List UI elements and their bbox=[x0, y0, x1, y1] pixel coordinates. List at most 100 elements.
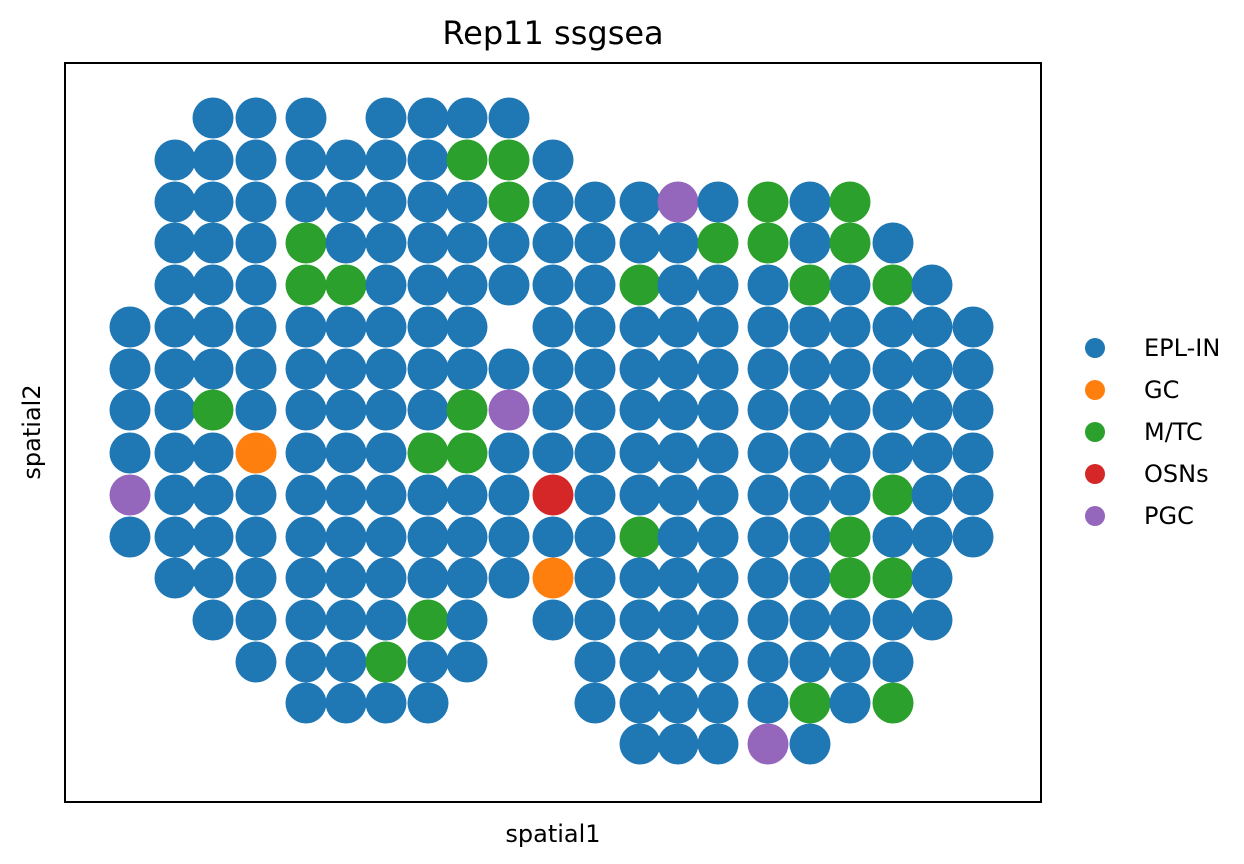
data-point bbox=[697, 306, 739, 348]
data-point bbox=[789, 682, 831, 724]
data-point bbox=[285, 599, 327, 641]
data-point bbox=[697, 599, 739, 641]
data-point bbox=[789, 432, 831, 474]
data-point bbox=[192, 389, 234, 431]
data-point bbox=[789, 348, 831, 390]
data-point bbox=[532, 348, 574, 390]
data-point bbox=[532, 222, 574, 264]
data-point bbox=[532, 306, 574, 348]
data-point bbox=[235, 474, 277, 516]
data-point bbox=[911, 264, 953, 306]
data-point bbox=[488, 139, 530, 181]
data-point bbox=[365, 389, 407, 431]
data-point bbox=[789, 181, 831, 223]
data-point bbox=[325, 474, 367, 516]
data-point bbox=[657, 516, 699, 558]
data-point bbox=[488, 97, 530, 139]
data-point bbox=[697, 222, 739, 264]
data-point bbox=[325, 389, 367, 431]
data-point bbox=[657, 682, 699, 724]
data-point bbox=[488, 516, 530, 558]
data-point bbox=[829, 222, 871, 264]
data-point bbox=[872, 264, 914, 306]
data-point bbox=[365, 432, 407, 474]
data-point bbox=[488, 348, 530, 390]
data-point bbox=[285, 348, 327, 390]
data-point bbox=[407, 222, 449, 264]
data-point bbox=[325, 516, 367, 558]
data-point bbox=[407, 181, 449, 223]
data-point bbox=[574, 599, 616, 641]
data-point bbox=[619, 516, 661, 558]
data-point bbox=[446, 474, 488, 516]
data-point bbox=[952, 306, 994, 348]
data-point bbox=[747, 474, 789, 516]
data-point bbox=[532, 516, 574, 558]
legend-marker bbox=[1085, 338, 1105, 358]
data-point bbox=[365, 306, 407, 348]
data-point bbox=[325, 599, 367, 641]
data-point bbox=[789, 599, 831, 641]
data-point bbox=[365, 516, 407, 558]
data-point bbox=[285, 516, 327, 558]
data-point bbox=[789, 641, 831, 683]
legend-label: EPL-IN bbox=[1144, 334, 1220, 362]
data-point bbox=[235, 348, 277, 390]
data-point bbox=[619, 348, 661, 390]
data-point bbox=[747, 432, 789, 474]
data-point bbox=[789, 264, 831, 306]
data-point bbox=[325, 222, 367, 264]
data-point bbox=[657, 641, 699, 683]
data-point bbox=[657, 181, 699, 223]
data-point bbox=[697, 181, 739, 223]
data-point bbox=[154, 474, 196, 516]
data-point bbox=[325, 139, 367, 181]
data-point bbox=[619, 641, 661, 683]
data-point bbox=[488, 557, 530, 599]
data-point bbox=[619, 264, 661, 306]
data-points bbox=[109, 97, 994, 765]
data-point bbox=[365, 181, 407, 223]
data-point bbox=[697, 264, 739, 306]
data-point bbox=[407, 557, 449, 599]
data-point bbox=[872, 389, 914, 431]
data-point bbox=[789, 306, 831, 348]
legend-marker bbox=[1085, 506, 1105, 526]
data-point bbox=[697, 389, 739, 431]
data-point bbox=[365, 641, 407, 683]
data-point bbox=[407, 599, 449, 641]
data-point bbox=[488, 222, 530, 264]
data-point bbox=[446, 348, 488, 390]
data-point bbox=[325, 264, 367, 306]
data-point bbox=[446, 264, 488, 306]
data-point bbox=[532, 139, 574, 181]
data-point bbox=[911, 432, 953, 474]
data-point bbox=[872, 682, 914, 724]
data-point bbox=[109, 348, 151, 390]
data-point bbox=[192, 474, 234, 516]
data-point bbox=[829, 557, 871, 599]
data-point bbox=[829, 682, 871, 724]
data-point bbox=[325, 432, 367, 474]
data-point bbox=[285, 264, 327, 306]
data-point bbox=[574, 389, 616, 431]
data-point bbox=[697, 432, 739, 474]
data-point bbox=[952, 516, 994, 558]
data-point bbox=[446, 181, 488, 223]
data-point bbox=[911, 557, 953, 599]
data-point bbox=[574, 222, 616, 264]
data-point bbox=[911, 306, 953, 348]
data-point bbox=[235, 389, 277, 431]
data-point bbox=[872, 516, 914, 558]
data-point bbox=[574, 516, 616, 558]
data-point bbox=[488, 389, 530, 431]
data-point bbox=[619, 222, 661, 264]
data-point bbox=[532, 264, 574, 306]
data-point bbox=[829, 264, 871, 306]
data-point bbox=[872, 557, 914, 599]
data-point bbox=[325, 181, 367, 223]
data-point bbox=[365, 557, 407, 599]
data-point bbox=[872, 306, 914, 348]
data-point bbox=[235, 641, 277, 683]
data-point bbox=[154, 389, 196, 431]
